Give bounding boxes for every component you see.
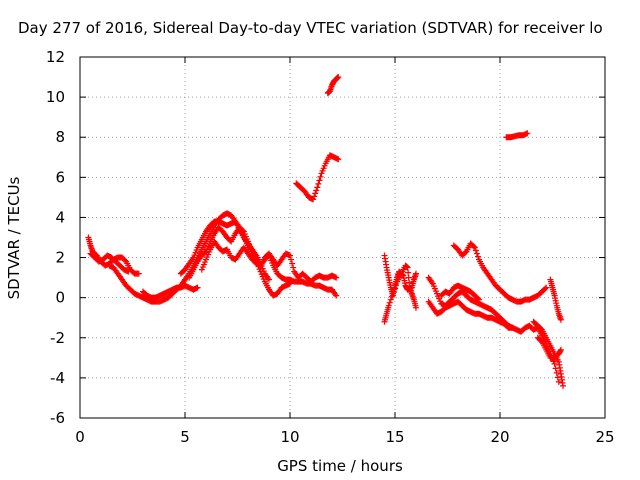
y-tick-label: 8	[55, 128, 65, 146]
data-point	[413, 304, 419, 311]
data-series	[534, 334, 564, 361]
y-axis-title: SDTVAR / TECUs	[5, 176, 23, 299]
data-point	[194, 284, 201, 291]
data-point	[287, 252, 293, 259]
data-series	[547, 276, 564, 323]
data-point	[537, 337, 544, 344]
data-point	[405, 269, 412, 276]
x-tick-label: 20	[490, 428, 509, 446]
data-point	[413, 270, 419, 277]
data-point	[122, 257, 129, 264]
data-point	[555, 378, 562, 385]
y-tick-label: 6	[55, 168, 65, 186]
data-point	[404, 264, 411, 271]
y-tick-label: -6	[50, 409, 65, 427]
data-point	[387, 296, 394, 303]
chart-title: Day 277 of 2016, Sidereal Day-to-day VTE…	[18, 19, 603, 37]
data-series	[324, 74, 342, 97]
data-point	[471, 244, 478, 251]
grid-lines	[80, 57, 605, 418]
data-point	[474, 295, 481, 302]
data-series	[87, 250, 132, 275]
data-point	[509, 324, 516, 331]
data-series	[381, 268, 419, 325]
y-tick-label: 10	[46, 88, 65, 106]
data-point	[470, 243, 477, 250]
y-tick-label: 2	[55, 249, 65, 267]
data-point	[289, 260, 296, 267]
data-point	[542, 285, 549, 292]
data-point	[333, 292, 340, 299]
data-point	[266, 276, 272, 283]
data-point	[386, 299, 393, 306]
data-point	[125, 268, 132, 275]
x-tick-label: 15	[385, 428, 404, 446]
x-axis-title: GPS time / hours	[277, 457, 403, 475]
data-point	[312, 190, 319, 197]
x-tick-label: 10	[280, 428, 299, 446]
y-tick-label: 0	[55, 289, 65, 307]
data-point	[473, 250, 480, 257]
data-point	[317, 173, 324, 180]
data-series	[293, 152, 342, 203]
data-point	[313, 187, 320, 194]
data-point	[557, 346, 564, 353]
data-point	[310, 196, 317, 203]
data-point	[311, 193, 318, 200]
data-points	[85, 74, 566, 389]
data-point	[551, 360, 558, 367]
y-tick-label: 4	[55, 208, 65, 226]
plot-border	[79, 56, 606, 419]
data-point	[314, 184, 321, 191]
data-point	[524, 130, 531, 137]
data-point	[543, 284, 550, 291]
x-tick-label: 5	[180, 428, 190, 446]
data-point	[335, 74, 342, 81]
data-point	[335, 156, 342, 163]
data-point	[135, 270, 142, 277]
y-tick-label: 12	[46, 48, 65, 66]
y-tick-label: -2	[50, 329, 65, 347]
data-point	[557, 316, 564, 323]
data-point	[315, 180, 322, 187]
data-point	[462, 249, 469, 256]
data-point	[385, 302, 392, 309]
data-point	[388, 293, 395, 300]
data-point	[290, 264, 297, 271]
data-point	[476, 296, 482, 303]
x-tick-label: 25	[595, 428, 614, 446]
data-point	[333, 274, 340, 281]
data-series	[198, 238, 340, 285]
x-tick-label: 0	[75, 428, 85, 446]
axis-ticks: 0 5 10 15 20 25 -6 -4 -2 0 2 4 6 8 10 12	[46, 48, 615, 446]
data-point	[239, 227, 246, 234]
data-series	[425, 298, 516, 331]
data-point	[474, 253, 481, 260]
data-point	[537, 325, 544, 332]
data-series	[503, 130, 531, 141]
data-series	[438, 282, 482, 303]
data-point	[288, 256, 295, 263]
y-tick-label: -4	[50, 369, 65, 387]
data-point	[399, 271, 406, 278]
data-point	[472, 247, 479, 254]
data-series	[140, 282, 201, 301]
data-series	[450, 240, 550, 305]
data-point	[316, 177, 323, 184]
data-point	[553, 369, 560, 376]
data-point	[560, 382, 566, 389]
